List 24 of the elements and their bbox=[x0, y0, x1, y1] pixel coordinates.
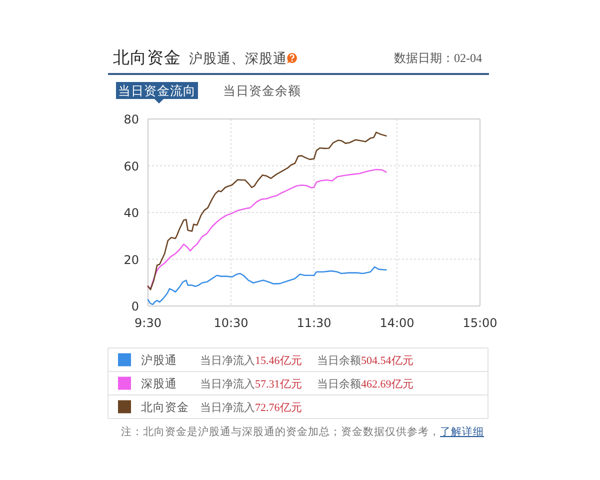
link: 了解详细 bbox=[440, 426, 484, 438]
date: 数据日期：02-04 bbox=[394, 51, 482, 65]
y-tick-label: 60 bbox=[124, 159, 139, 174]
x-tick-label: 10:30 bbox=[214, 316, 248, 330]
tab-label: 当日资金余额 bbox=[223, 83, 301, 98]
text: 当日余额504.54亿元 bbox=[317, 354, 414, 367]
x-tick-label: 11:30 bbox=[296, 316, 332, 330]
y-tick-label: 80 bbox=[124, 112, 139, 126]
text: 当日净流入15.46亿元 bbox=[200, 354, 302, 367]
x-tick-label: 15:00 bbox=[462, 316, 498, 330]
title: 北向资金 bbox=[113, 48, 181, 67]
subtitle: 沪股通、深股通 bbox=[189, 51, 287, 67]
y-tick-label: 20 bbox=[124, 252, 139, 267]
y-tick-label: 0 bbox=[131, 300, 139, 314]
y-tick-label: 40 bbox=[124, 206, 139, 220]
x-tick-label: 9:30 bbox=[134, 316, 162, 330]
text: 当日净流入57.31亿元 bbox=[200, 377, 302, 390]
text: 当日余额462.69亿元 bbox=[317, 377, 414, 390]
text: 当日净流入72.76亿元 bbox=[200, 400, 302, 414]
text: 注：北向资金是沪股通与深股通的资金加总；资金数据仅供参考， bbox=[121, 425, 440, 438]
x-tick-label: 14:00 bbox=[380, 316, 414, 330]
legend-label: 北向资金 bbox=[141, 400, 189, 414]
legend-label: 深股通 bbox=[141, 377, 177, 390]
legend-label: 沪股通 bbox=[141, 352, 177, 367]
